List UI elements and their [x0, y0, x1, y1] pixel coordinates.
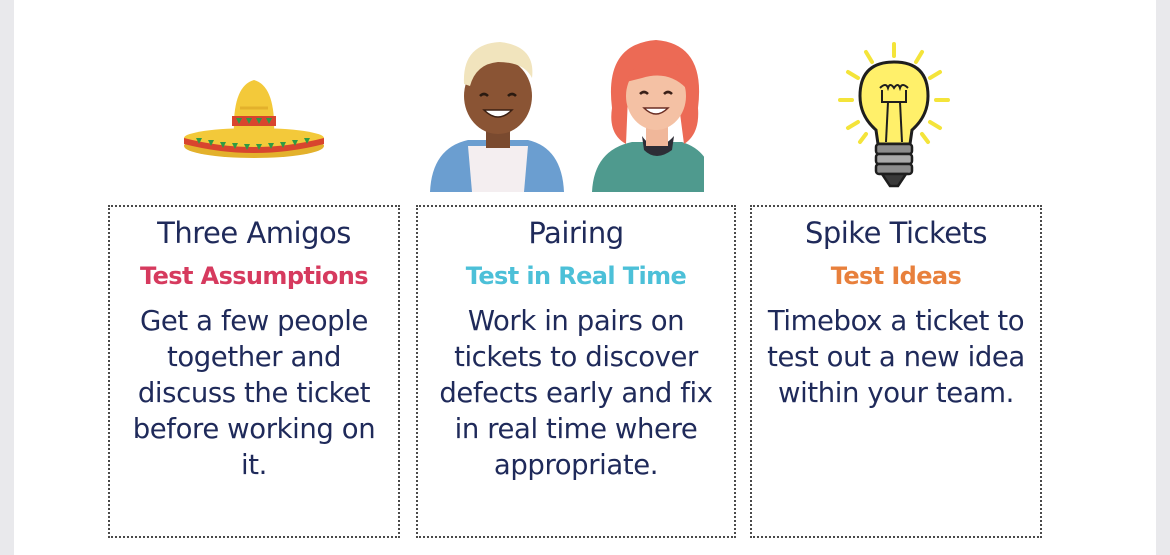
card-spike-tickets: Spike Tickets Test Ideas Timebox a ticke…	[750, 205, 1042, 538]
body-line: within your team.	[777, 377, 1014, 409]
card-pairing: Pairing Test in Real Time Work in pairs …	[416, 205, 736, 538]
sombrero-icon	[184, 80, 324, 158]
card-body: Get a few people together and discuss th…	[110, 303, 398, 483]
body-line: defects early and fix	[439, 377, 713, 409]
card-title: Spike Tickets	[804, 216, 988, 250]
body-line: before working on	[132, 413, 376, 445]
card-body: Work in pairs on tickets to discover def…	[418, 303, 734, 483]
body-line: in real time where	[454, 413, 698, 445]
body-line: test out a new idea	[767, 341, 1025, 373]
card-subtitle: Test Ideas	[830, 262, 962, 290]
card-title: Three Amigos	[157, 216, 351, 250]
body-line: Get a few people	[140, 305, 368, 337]
body-line: tickets to discover	[454, 341, 698, 373]
body-line: it.	[241, 449, 267, 481]
card-subtitle: Test Assumptions	[140, 262, 369, 290]
lightbulb-icon	[838, 42, 950, 188]
body-line: appropriate.	[493, 449, 659, 481]
body-line: Timebox a ticket to	[767, 305, 1025, 337]
pair-people-icon	[430, 40, 704, 192]
card-three-amigos: Three Amigos Test Assumptions Get a few …	[108, 205, 400, 538]
card-subtitle: Test in Real Time	[465, 262, 687, 290]
slide: Three Amigos Test Assumptions Get a few …	[14, 0, 1156, 555]
body-line: Work in pairs on	[467, 305, 685, 337]
body-line: together and	[166, 341, 342, 373]
body-line: discuss the ticket	[137, 377, 371, 409]
card-title: Pairing	[528, 216, 624, 250]
card-body: Timebox a ticket to test out a new idea …	[752, 303, 1040, 411]
